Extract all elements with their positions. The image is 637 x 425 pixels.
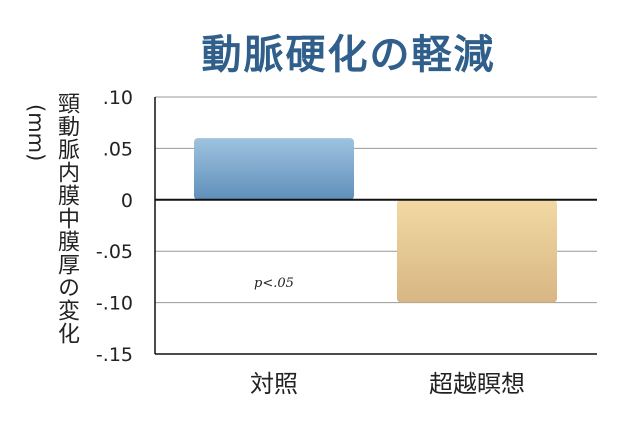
- y-tick-label: 0: [121, 190, 133, 212]
- y-tick-label: -.05: [96, 241, 133, 263]
- x-category-label: 超越瞑想: [429, 370, 525, 398]
- chart-title: 動脈硬化の軽減: [201, 31, 496, 78]
- y-tick-label: .05: [103, 138, 133, 160]
- bars: [194, 138, 557, 303]
- y-tick-label: -.15: [96, 344, 133, 366]
- significance-annotation: p<.05: [254, 276, 294, 291]
- x-category-label: 対照: [250, 370, 298, 398]
- y-tick-label: -.10: [96, 293, 133, 315]
- y-axis-unit-label: (mm): [24, 104, 48, 162]
- bar-tm: [397, 199, 557, 303]
- y-axis-label: 頸動脈内膜中膜厚の変化: [54, 92, 79, 345]
- labels: .10 .05 0 -.05 -.10 -.15 対照 超越瞑想 p<.05: [96, 87, 525, 398]
- y-tick-label: .10: [103, 87, 133, 109]
- axes: [154, 97, 597, 355]
- bar-control: [194, 138, 354, 200]
